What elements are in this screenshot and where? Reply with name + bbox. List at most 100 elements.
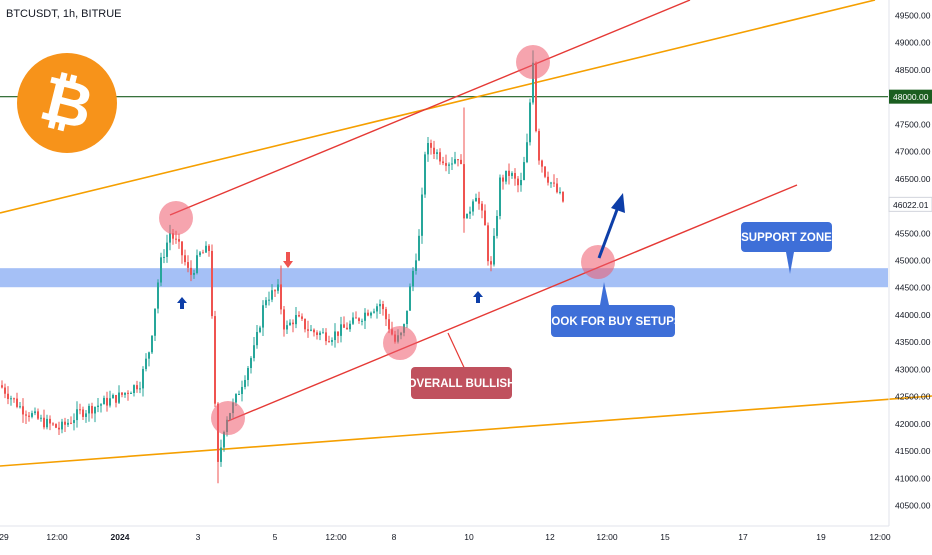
candle-body [559, 191, 561, 193]
candle-body [301, 316, 303, 319]
candle-body [16, 398, 18, 407]
candle-body [493, 235, 495, 265]
current-price-tag [888, 196, 932, 212]
candle-body [235, 394, 237, 403]
candle-body [223, 432, 225, 448]
time-tick-label: 8 [392, 532, 397, 542]
candle-body [349, 323, 351, 330]
candle-body [94, 407, 96, 414]
support-zone-band [0, 268, 888, 288]
candle-body [514, 173, 516, 179]
candle-body [190, 267, 192, 275]
projection-arrow-shaft [597, 206, 620, 259]
time-tick-label: 2024 [111, 532, 130, 542]
candle-body [148, 352, 150, 359]
candle-body [280, 284, 282, 310]
candle-body [58, 427, 60, 430]
time-tick-label: 12:00 [596, 532, 618, 542]
candle-body [217, 403, 219, 462]
candle-body [385, 309, 387, 320]
buy-marker-arrow-1 [177, 297, 187, 309]
candle-body [82, 409, 84, 417]
price-tick-label: 49000.00 [895, 38, 931, 48]
candle-body [49, 418, 51, 424]
candle-body [142, 369, 144, 389]
candle-body [550, 182, 552, 184]
candle-body [103, 397, 105, 405]
candle-body [10, 398, 12, 400]
candle-body [376, 306, 378, 312]
candle-body [484, 210, 486, 226]
time-tick-label: 5 [273, 532, 278, 542]
price-tick-label: 40500.00 [895, 501, 931, 511]
candle-body [175, 238, 177, 240]
candle-body [295, 315, 297, 325]
candle-body [553, 182, 555, 184]
candle-body [169, 233, 171, 243]
candle-body [208, 245, 210, 251]
time-tick-label: 12:00 [325, 532, 347, 542]
candle-body [529, 102, 531, 143]
candle-body [112, 395, 114, 399]
candle-body [475, 197, 477, 202]
candle-body [316, 332, 318, 335]
price-tick-label: 47000.00 [895, 147, 931, 157]
candle-body [364, 312, 366, 321]
candle-body [331, 340, 333, 342]
price-tick-label: 45500.00 [895, 228, 931, 238]
price-tick-label: 47500.00 [895, 119, 931, 129]
ticker-label: BTCUSDT, 1h, BITRUE [6, 8, 122, 20]
candle-body [463, 164, 465, 219]
candle-body [199, 252, 201, 256]
candle-body [67, 422, 69, 425]
bitcoin-logo [17, 53, 117, 153]
time-tick-label: 15 [660, 532, 670, 542]
candle-body [151, 335, 153, 353]
candle-body [88, 405, 90, 414]
candle-body [442, 161, 444, 164]
candle-body [433, 147, 435, 154]
highlight-circle-retest [383, 326, 417, 360]
candle-body [205, 245, 207, 253]
candle-body [454, 159, 456, 164]
time-tick-label: 17 [738, 532, 748, 542]
candle-body [367, 312, 369, 316]
time-tick-label: 12:00 [869, 532, 891, 542]
candle-body [418, 235, 420, 261]
label-buy-setups-group: LOOK FOR BUY SETUPS [544, 305, 682, 337]
time-tick-label: 29 [0, 532, 9, 542]
candle-body [259, 327, 261, 332]
candle-body [19, 406, 21, 408]
candle-body [502, 177, 504, 182]
candle-body [355, 317, 357, 319]
candle-body [160, 257, 162, 283]
candle-body [7, 393, 9, 399]
candle-body [430, 142, 432, 148]
candle-body [109, 398, 111, 406]
label-overall-bullish-group: OVERALL BULLISH [408, 367, 516, 399]
candle-body [31, 413, 33, 417]
candle-body [457, 159, 459, 161]
price-tick-label: 45000.00 [895, 256, 931, 266]
projection-arrow-head [611, 193, 625, 213]
candle-body [526, 142, 528, 163]
candle-body [478, 197, 480, 204]
candle-body [22, 406, 24, 415]
candle-body [511, 173, 513, 176]
candle-body [487, 225, 489, 262]
label-support-zone: SUPPORT ZONE [741, 232, 832, 244]
candle-body [451, 163, 453, 165]
candle-body [124, 392, 126, 395]
candle-body [289, 322, 291, 326]
candle-body [358, 318, 360, 322]
level-price-tag-label: 48000.00 [893, 92, 929, 102]
candle-body [313, 329, 315, 333]
label-buy-pointer [600, 282, 609, 305]
candle-body [337, 331, 339, 336]
label-overall-bullish: OVERALL BULLISH [408, 378, 516, 390]
candle-body [184, 255, 186, 263]
time-tick-label: 19 [816, 532, 826, 542]
price-tick-label: 42000.00 [895, 419, 931, 429]
